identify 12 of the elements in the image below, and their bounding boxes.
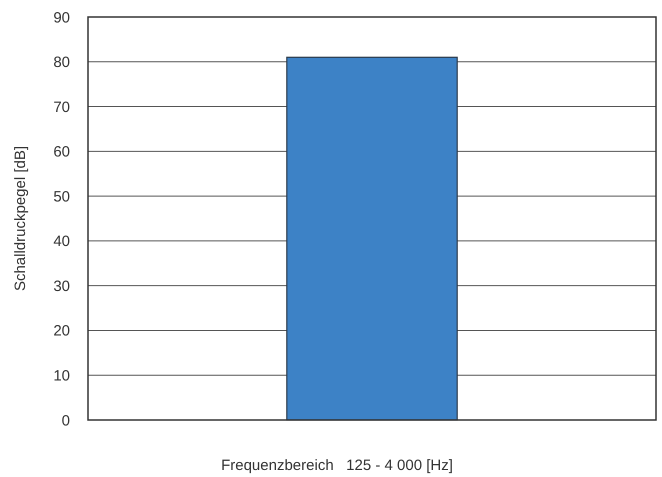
y-tick-label: 30 — [53, 278, 70, 295]
y-tick-label: 80 — [53, 54, 70, 72]
y-tick-label: 90 — [53, 9, 70, 26]
y-tick-label: 70 — [53, 98, 70, 116]
y-axis-title: Schalldruckpegel [dB] — [12, 146, 29, 292]
y-tick-label: 50 — [53, 188, 70, 206]
y-tick-label: 10 — [53, 367, 70, 384]
y-tick-label: 60 — [53, 144, 70, 161]
y-tick-label: 0 — [62, 412, 70, 430]
y-tick-label: 40 — [53, 233, 70, 250]
x-axis-title: Frequenzbereich 125 - 4 000 [Hz] — [221, 457, 453, 474]
y-tick-label: 20 — [53, 322, 70, 340]
